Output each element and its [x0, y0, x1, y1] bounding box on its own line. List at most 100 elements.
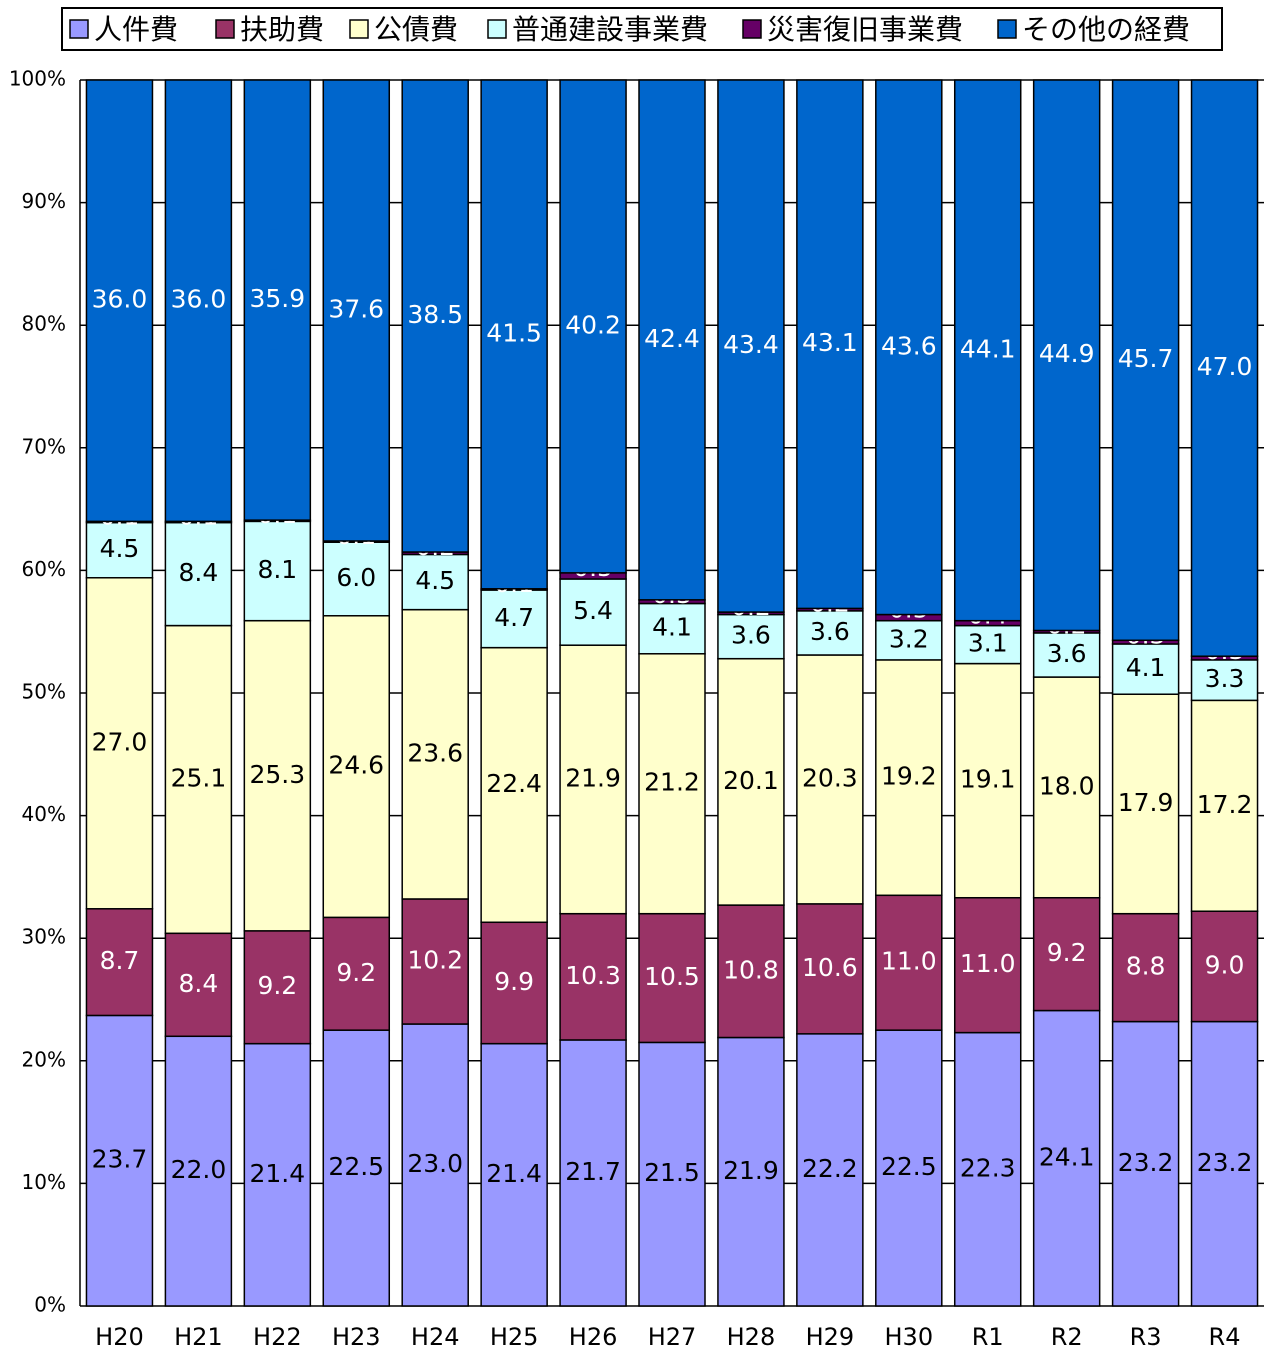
data-label: 10.5 [644, 962, 700, 991]
x-tick-label: H30 [885, 1323, 934, 1351]
data-label: 4.7 [494, 603, 534, 632]
data-label: 3.3 [1205, 664, 1245, 693]
bar-segment [875, 619, 943, 661]
data-label: 4.1 [1126, 653, 1166, 682]
y-tick-label: 80% [22, 312, 66, 336]
bar-segment [164, 79, 233, 523]
data-label: 3.6 [731, 621, 771, 650]
bar-segment [796, 1033, 864, 1307]
data-label: 42.4 [644, 324, 700, 353]
bar-segment [717, 613, 785, 660]
bar-segment [164, 932, 233, 1038]
bar-segment [243, 520, 312, 622]
data-label: 22.5 [881, 1152, 937, 1181]
bar-segment [85, 521, 154, 579]
bar-segment [401, 898, 469, 1025]
x-tick-label: H26 [569, 1323, 618, 1351]
bar-segment [875, 894, 943, 1031]
data-label: 23.6 [407, 738, 463, 767]
data-label: 9.9 [494, 967, 534, 996]
data-label: 10.8 [723, 955, 779, 984]
data-label: 23.2 [1118, 1148, 1174, 1177]
data-label: 25.1 [171, 763, 227, 792]
data-label: 37.6 [328, 294, 384, 323]
x-tick-label: H23 [332, 1323, 381, 1351]
data-label: 3.2 [889, 624, 929, 653]
x-tick-label: H28 [727, 1323, 776, 1351]
bar-segment [953, 1031, 1022, 1307]
data-label: 21.2 [644, 768, 700, 797]
data-label: 21.9 [723, 1156, 779, 1185]
y-tick-label: 90% [22, 189, 66, 213]
x-tick-label: H22 [253, 1323, 302, 1351]
bar-segment [1032, 676, 1101, 899]
bar-segment [796, 903, 864, 1035]
bar-segment [796, 610, 864, 656]
bar-segment [875, 659, 943, 897]
data-label: 22.3 [960, 1153, 1016, 1182]
bar-segment [1111, 643, 1180, 695]
legend-swatch [215, 19, 235, 39]
legend-box [61, 7, 1223, 51]
bar-segment [717, 657, 785, 906]
data-label: 22.2 [802, 1154, 858, 1183]
data-label: 36.0 [171, 285, 227, 314]
data-label: 9.2 [336, 958, 376, 987]
legend-swatch [69, 19, 89, 39]
x-tick-label: H29 [806, 1323, 855, 1351]
x-tick-label: R3 [1130, 1323, 1162, 1351]
bar-segment [1111, 79, 1180, 642]
data-label: 3.6 [1047, 639, 1087, 668]
x-tick-label: R1 [972, 1323, 1004, 1351]
data-label: 8.7 [100, 946, 140, 975]
y-tick-label: 0% [34, 1293, 66, 1317]
x-tick-label: R4 [1209, 1323, 1241, 1351]
data-label: 24.1 [1039, 1142, 1095, 1171]
bar-segment [559, 1039, 627, 1307]
y-tick-label: 30% [22, 925, 66, 949]
bar-segment [875, 79, 943, 616]
data-label: 43.6 [881, 331, 937, 360]
legend-label: その他の経費 [1022, 13, 1190, 46]
bar-segment [1111, 693, 1180, 915]
data-label: 8.4 [179, 969, 219, 998]
bar-segment [401, 1023, 469, 1307]
data-label: 23.0 [407, 1149, 463, 1178]
y-tick-label: 10% [22, 1170, 66, 1194]
data-label: 25.3 [249, 760, 305, 789]
bar-segment [875, 1029, 943, 1307]
bar-segment [638, 912, 706, 1044]
bar-segment [401, 608, 469, 900]
bar-segment [480, 646, 548, 924]
bar-segment [559, 644, 627, 915]
data-label: 17.9 [1118, 788, 1174, 817]
y-tick-label: 60% [22, 557, 66, 581]
legend-label: 扶助費 [240, 13, 324, 46]
legend-swatch [742, 19, 762, 39]
bar-segment [243, 1042, 312, 1307]
data-label: 4.1 [652, 613, 692, 642]
data-label: 10.2 [407, 945, 463, 974]
y-tick-label: 100% [9, 67, 66, 91]
data-label: 45.7 [1118, 344, 1174, 373]
bar-segment [243, 930, 312, 1045]
data-label: 20.1 [723, 766, 779, 795]
y-tick-label: 70% [22, 434, 66, 458]
y-tick-label: 20% [22, 1047, 66, 1071]
data-label: 19.1 [960, 765, 1016, 794]
bar-segment [85, 79, 154, 523]
bar-segment [638, 602, 706, 655]
bar-segment [480, 79, 548, 590]
bar-segment [322, 1029, 391, 1307]
data-label: 27.0 [92, 727, 148, 756]
data-label: 9.2 [257, 971, 297, 1000]
data-label: 44.9 [1039, 339, 1095, 368]
bar-segment [1032, 1009, 1101, 1307]
data-label: 47.0 [1197, 352, 1253, 381]
bar-segment [480, 589, 548, 649]
x-tick-label: H21 [174, 1323, 223, 1351]
data-label: 21.7 [565, 1157, 621, 1186]
data-label: 3.1 [968, 629, 1008, 658]
legend-label: 普通建設事業費 [512, 13, 708, 46]
data-label: 35.9 [249, 284, 305, 313]
